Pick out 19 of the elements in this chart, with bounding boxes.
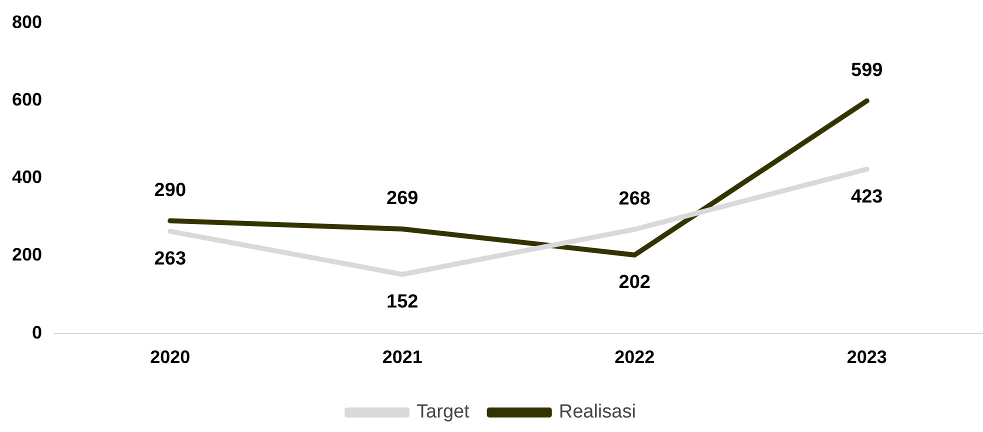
x-tick-label: 2020 bbox=[150, 347, 190, 368]
x-tick-label: 2023 bbox=[846, 347, 887, 368]
data-label: 290 bbox=[154, 180, 186, 202]
data-label: 599 bbox=[851, 60, 883, 82]
y-tick-label: 200 bbox=[12, 244, 42, 265]
data-label: 263 bbox=[154, 248, 186, 270]
data-label: 202 bbox=[618, 272, 650, 294]
data-label: 152 bbox=[386, 292, 418, 313]
y-tick-label: 0 bbox=[32, 322, 42, 342]
data-label: 269 bbox=[386, 188, 418, 210]
y-tick-label: 400 bbox=[12, 167, 42, 188]
data-label: 423 bbox=[851, 186, 883, 208]
legend-label: Target bbox=[416, 402, 470, 423]
legend-label: Realisasi bbox=[558, 402, 636, 423]
y-tick-label: 800 bbox=[12, 12, 42, 32]
data-label: 268 bbox=[618, 188, 650, 210]
x-tick-label: 2022 bbox=[614, 347, 655, 368]
y-tick-label: 600 bbox=[12, 89, 42, 110]
x-tick-label: 2021 bbox=[382, 347, 422, 368]
